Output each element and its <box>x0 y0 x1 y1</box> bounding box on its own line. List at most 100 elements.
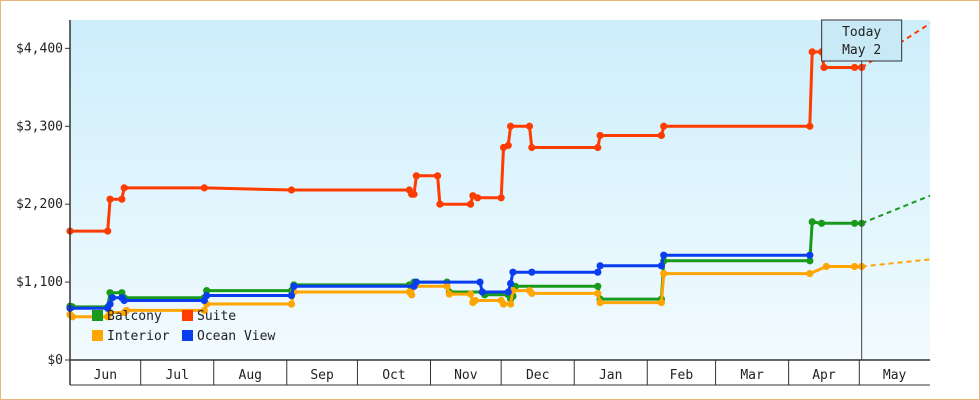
data-point <box>410 190 418 198</box>
y-tick-label: $3,300 <box>16 119 63 134</box>
data-point <box>660 251 668 259</box>
data-point <box>471 296 479 305</box>
data-point <box>507 122 515 130</box>
data-point <box>436 200 444 208</box>
data-point <box>504 141 512 149</box>
x-tick-label: Sep <box>310 368 334 383</box>
data-point <box>657 299 665 307</box>
data-point <box>528 289 536 298</box>
legend-swatch <box>92 310 103 321</box>
data-point <box>104 227 112 235</box>
legend-label: Balcony <box>107 309 162 324</box>
data-point <box>287 291 296 300</box>
data-point <box>822 262 830 271</box>
data-point <box>466 200 475 208</box>
data-point <box>820 63 828 72</box>
data-point <box>594 268 602 276</box>
series-ocean-view <box>66 251 814 312</box>
data-point <box>806 122 814 130</box>
data-point <box>596 262 604 270</box>
x-tick-label: Apr <box>812 368 836 383</box>
data-point <box>851 219 859 227</box>
today-label: Today <box>842 25 881 40</box>
x-tick-label: Aug <box>239 368 262 383</box>
data-point <box>507 300 515 308</box>
x-tick-label: Jun <box>94 368 117 383</box>
data-point <box>287 186 296 194</box>
data-point <box>808 48 816 56</box>
data-point <box>120 184 128 192</box>
data-point <box>108 294 117 302</box>
data-point <box>851 63 859 72</box>
data-point <box>200 306 208 315</box>
x-tick-label: May <box>883 368 907 383</box>
data-point <box>203 286 211 295</box>
data-point <box>818 219 826 227</box>
data-point <box>657 131 665 140</box>
data-point <box>806 251 814 259</box>
data-point <box>499 300 508 308</box>
data-point <box>433 172 442 180</box>
data-point <box>445 290 453 298</box>
data-point <box>106 300 114 308</box>
x-tick-label: Jan <box>599 368 622 383</box>
data-point <box>478 288 486 296</box>
data-point <box>507 279 515 288</box>
data-point <box>660 122 668 130</box>
data-point <box>509 268 517 276</box>
data-point <box>528 268 536 276</box>
y-tick-label: $2,200 <box>16 197 63 212</box>
data-point <box>851 262 859 271</box>
data-point <box>476 278 484 286</box>
today-date-label: May 2 <box>842 43 881 58</box>
data-point <box>118 195 126 203</box>
data-point <box>200 184 208 192</box>
data-point <box>497 194 505 202</box>
legend-label: Interior <box>107 329 170 344</box>
data-point <box>287 300 296 308</box>
y-tick-label: $0 <box>47 353 63 368</box>
data-point <box>408 291 416 299</box>
data-point <box>443 282 451 290</box>
x-tick-label: Jul <box>165 368 188 383</box>
data-point <box>120 296 128 305</box>
y-tick-label: $1,100 <box>16 275 63 290</box>
series-line <box>69 265 862 319</box>
data-point <box>660 269 668 278</box>
data-point <box>657 262 665 270</box>
data-point <box>594 289 602 298</box>
data-point <box>596 299 604 307</box>
data-point <box>290 282 298 290</box>
data-point <box>203 291 211 300</box>
data-point <box>412 278 420 286</box>
legend-swatch <box>92 330 103 341</box>
data-point <box>106 195 114 203</box>
today-box <box>821 19 903 62</box>
data-point <box>466 290 475 298</box>
data-point <box>528 143 536 152</box>
data-point <box>412 172 420 180</box>
data-point <box>806 269 814 278</box>
projection-line <box>861 194 931 225</box>
data-point <box>596 131 604 140</box>
series-interior <box>66 258 931 321</box>
data-point <box>808 218 816 226</box>
x-tick-label: Oct <box>382 368 405 383</box>
legend-swatch <box>182 310 193 321</box>
legend-label: Suite <box>197 309 236 324</box>
x-tick-label: Dec <box>526 368 549 383</box>
data-point <box>525 122 534 130</box>
data-point <box>806 257 814 265</box>
x-tick-label: Mar <box>740 368 764 383</box>
data-point <box>504 288 512 296</box>
data-point <box>594 143 602 152</box>
x-tick-label: Nov <box>454 368 478 383</box>
data-point <box>594 282 602 290</box>
data-point <box>122 306 131 315</box>
data-point <box>474 194 482 202</box>
series-line <box>70 50 862 233</box>
projection-line <box>861 258 931 268</box>
legend-swatch <box>182 330 193 341</box>
y-tick-label: $4,400 <box>16 41 63 56</box>
